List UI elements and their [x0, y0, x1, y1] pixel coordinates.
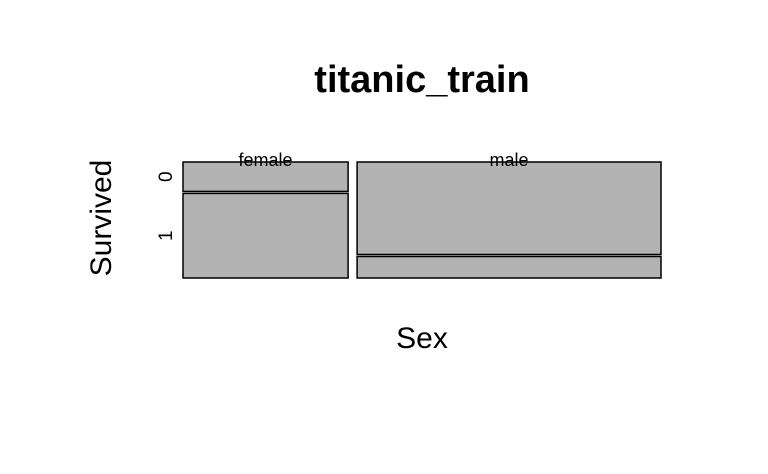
y-category-labels: 01 [156, 171, 177, 241]
x-axis-label: Sex [396, 322, 448, 355]
tile-male-0 [356, 161, 662, 256]
y-category-label-1: 1 [156, 230, 177, 241]
y-axis-label: Survived [85, 160, 118, 277]
chart-title: titanic_train [314, 59, 529, 101]
tile-female-0 [182, 161, 349, 193]
x-category-label-male: male [489, 150, 528, 170]
tile-female-1 [182, 192, 349, 279]
x-category-labels: female male [238, 150, 528, 170]
tile-male-1 [356, 255, 662, 279]
mosaic-tiles [182, 161, 662, 279]
y-category-label-0: 0 [156, 171, 177, 182]
x-category-label-female: female [238, 150, 292, 170]
